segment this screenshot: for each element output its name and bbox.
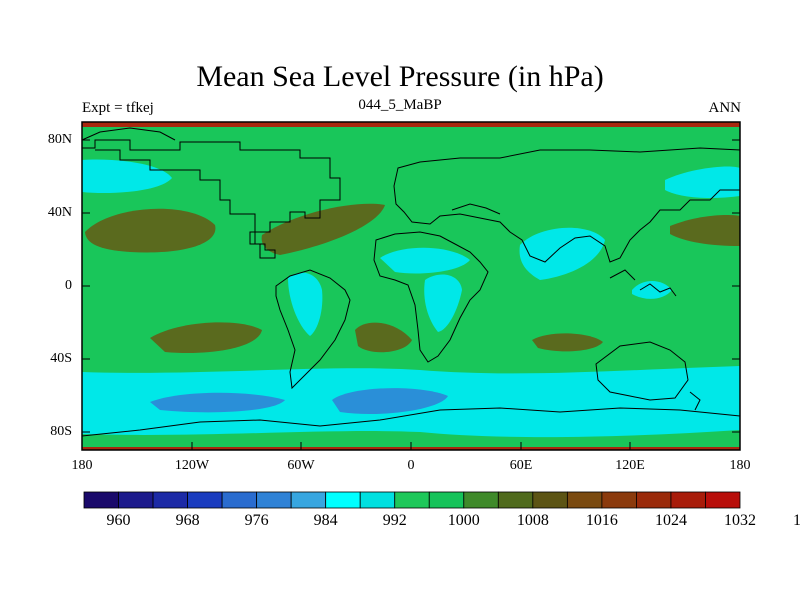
colorbar-swatch bbox=[497, 491, 534, 509]
colorbar-label: 1024 bbox=[654, 512, 687, 529]
south-america-low bbox=[288, 272, 323, 336]
season-label: ANN bbox=[708, 100, 742, 116]
deep-low-1 bbox=[150, 392, 285, 413]
colorbar-label: 1032 bbox=[724, 512, 756, 529]
colorbar-swatch bbox=[670, 491, 706, 509]
colorbar-label: 992 bbox=[382, 512, 407, 529]
colorbar-swatch bbox=[256, 491, 292, 509]
lat-tick-80n: 80N bbox=[47, 132, 72, 147]
colorbar-swatch bbox=[428, 491, 465, 509]
colorbar-swatch bbox=[636, 491, 672, 509]
lat-tick-80s: 80S bbox=[50, 424, 72, 439]
colorbar-label: 984 bbox=[313, 512, 338, 529]
colorbar-swatch bbox=[532, 491, 568, 509]
south-atlantic-high bbox=[355, 322, 412, 353]
colorbar-label: 960 bbox=[106, 512, 131, 529]
north-pole-strip bbox=[82, 122, 740, 127]
lon-tick-0: 0 bbox=[407, 458, 415, 473]
colorbar-swatch bbox=[290, 491, 327, 509]
colorbar-swatch bbox=[152, 491, 188, 509]
asia-low bbox=[519, 227, 605, 280]
lon-tick-180e: 180 bbox=[729, 458, 751, 473]
deep-low-2 bbox=[332, 388, 448, 415]
colorbar-swatch bbox=[325, 491, 361, 509]
experiment-label: Expt = tfkej bbox=[82, 100, 154, 116]
colorbar-label: 1040 bbox=[793, 512, 800, 529]
colorbar-label: 1000 bbox=[447, 512, 480, 529]
maritime-low bbox=[632, 281, 672, 299]
lon-ticks bbox=[81, 442, 741, 450]
africa-low-north bbox=[380, 247, 470, 274]
coastlines bbox=[81, 127, 741, 437]
colorbar-swatch bbox=[601, 491, 637, 509]
africa-low-south bbox=[424, 274, 462, 332]
lat-tick-40n: 40N bbox=[47, 205, 72, 220]
colorbar-label: 968 bbox=[175, 512, 200, 529]
lon-tick-120w: 120W bbox=[174, 458, 210, 473]
lon-tick-180w: 180 bbox=[71, 458, 93, 473]
pacific-high bbox=[85, 208, 216, 253]
lat-tick-40s: 40S bbox=[50, 351, 72, 366]
atlantic-high-north bbox=[261, 203, 385, 255]
colorbar-label: 1016 bbox=[585, 512, 618, 529]
colorbar-swatch bbox=[463, 491, 499, 509]
pacific-high-east bbox=[670, 215, 740, 246]
period-label: 044_5_MaBP bbox=[358, 97, 442, 113]
colorbar-swatch bbox=[118, 491, 154, 509]
colorbar-swatch bbox=[187, 491, 223, 509]
lon-tick-60w: 60W bbox=[287, 458, 315, 473]
colorbar-swatch bbox=[221, 491, 258, 509]
lat-ticks bbox=[82, 139, 740, 433]
colorbar-swatch bbox=[705, 491, 741, 509]
colorbar-label: 1008 bbox=[516, 512, 549, 529]
colorbar-swatch bbox=[83, 491, 119, 509]
south-pacific-high bbox=[150, 322, 262, 354]
map-title: Mean Sea Level Pressure (in hPa) bbox=[196, 60, 604, 93]
lon-tick-60e: 60E bbox=[509, 458, 533, 473]
lon-tick-120e: 120E bbox=[615, 458, 645, 473]
colorbar-swatch bbox=[394, 491, 430, 509]
colorbar-swatch bbox=[359, 491, 396, 509]
lat-tick-0: 0 bbox=[65, 278, 72, 293]
colorbar-label: 976 bbox=[244, 512, 269, 529]
colorbar bbox=[83, 491, 741, 509]
indian-ocean-high bbox=[532, 333, 603, 352]
colorbar-swatch bbox=[566, 491, 603, 509]
